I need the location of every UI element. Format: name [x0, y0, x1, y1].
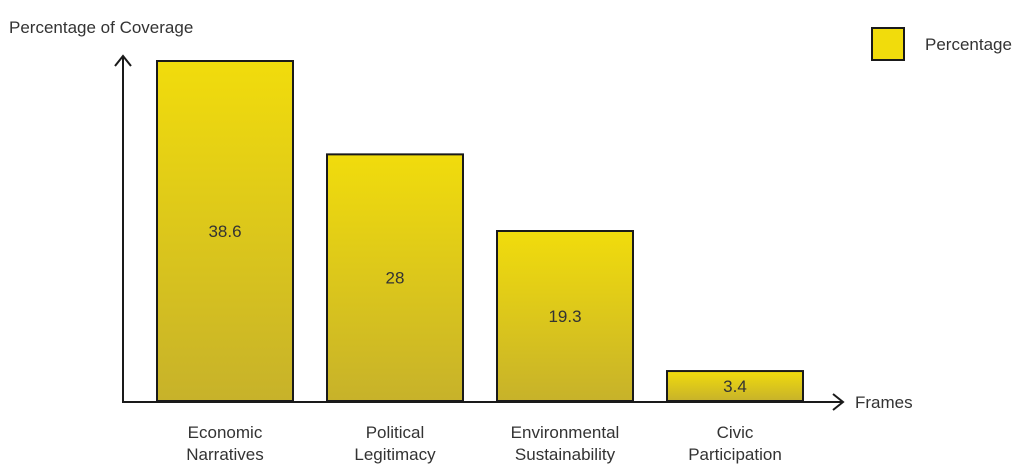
category-label-3: Civic Participation: [688, 423, 782, 464]
legend: Percentage: [871, 27, 1012, 61]
y-axis-arrowhead: [114, 54, 132, 67]
category-label-0: Economic Narratives: [186, 423, 263, 464]
legend-swatch: [871, 27, 905, 61]
bar-2: [496, 230, 634, 402]
legend-label: Percentage: [925, 35, 1012, 54]
x-axis-title: Frames: [855, 393, 913, 412]
y-axis-title: Percentage of Coverage: [9, 18, 193, 37]
category-label-1: Political Legitimacy: [354, 423, 436, 464]
category-label-2: Environmental Sustainability: [511, 423, 620, 464]
bar-1: [326, 153, 464, 402]
value-label-2: 19.3: [548, 307, 581, 326]
bar-3: [666, 370, 804, 403]
x-axis-arrowhead: [832, 393, 845, 411]
value-label-0: 38.6: [208, 222, 241, 241]
value-label-1: 28: [386, 269, 405, 288]
bars-group: [156, 60, 804, 403]
bar-0: [156, 60, 294, 402]
value-labels-group: 38.6 28 19.3 3.4: [208, 222, 746, 396]
category-labels-group: Economic Narratives Political Legitimacy Env…: [186, 423, 782, 464]
value-label-3: 3.4: [723, 377, 747, 396]
